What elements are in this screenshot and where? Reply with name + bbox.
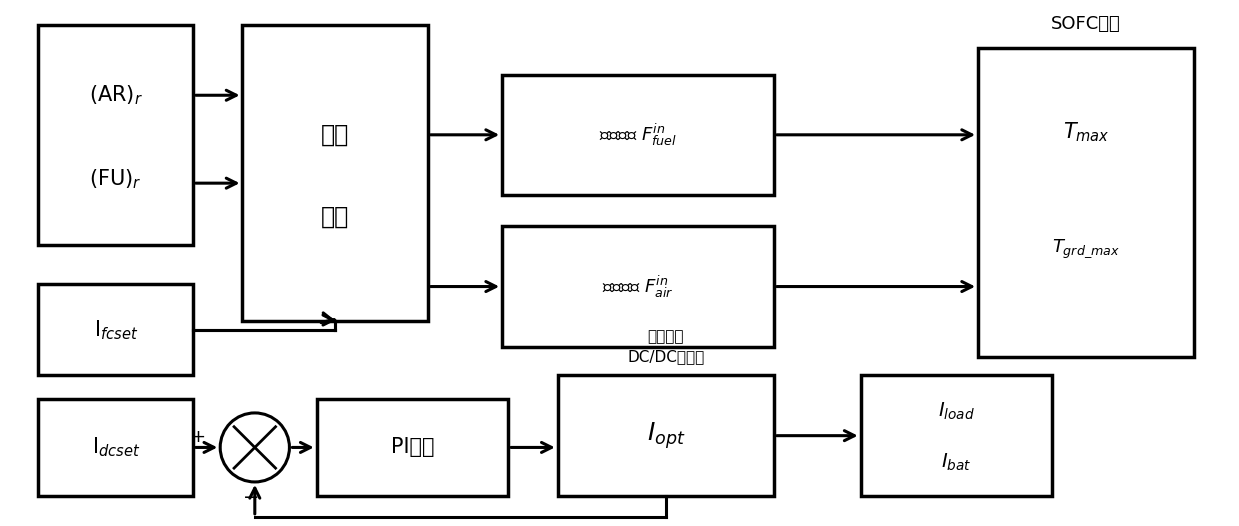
FancyBboxPatch shape <box>243 25 427 320</box>
Text: 前馈: 前馈 <box>321 123 349 146</box>
Text: $T_{max}$: $T_{max}$ <box>1063 120 1110 144</box>
FancyBboxPatch shape <box>38 399 193 496</box>
FancyBboxPatch shape <box>558 376 774 496</box>
Text: DC/DC变换器: DC/DC变换器 <box>627 349 705 364</box>
FancyBboxPatch shape <box>502 75 774 195</box>
Text: (FU)$_r$: (FU)$_r$ <box>89 167 142 190</box>
Text: 燃料供应 $F^{in}_{fuel}$: 燃料供应 $F^{in}_{fuel}$ <box>598 122 676 148</box>
FancyBboxPatch shape <box>317 399 508 496</box>
FancyBboxPatch shape <box>502 226 774 347</box>
Text: 可控升压: 可控升压 <box>648 329 684 344</box>
FancyBboxPatch shape <box>38 25 193 245</box>
Text: SOFC电堆: SOFC电堆 <box>1052 15 1121 33</box>
Text: −: − <box>243 488 259 507</box>
Text: $I_{opt}$: $I_{opt}$ <box>647 420 685 451</box>
Text: I$_{dcset}$: I$_{dcset}$ <box>92 436 140 459</box>
Text: I$_{fcset}$: I$_{fcset}$ <box>94 318 138 341</box>
FancyBboxPatch shape <box>978 48 1194 357</box>
Text: 控制: 控制 <box>321 205 349 229</box>
Text: $I_{load}$: $I_{load}$ <box>938 401 975 422</box>
Text: $T_{grd\_max}$: $T_{grd\_max}$ <box>1052 238 1120 260</box>
FancyBboxPatch shape <box>38 284 193 376</box>
Text: $I_{bat}$: $I_{bat}$ <box>942 451 971 473</box>
FancyBboxPatch shape <box>861 376 1052 496</box>
Text: PI控制: PI控制 <box>390 438 434 458</box>
Text: 空气供应 $F^{in}_{air}$: 空气供应 $F^{in}_{air}$ <box>602 274 674 300</box>
Text: (AR)$_r$: (AR)$_r$ <box>89 84 142 107</box>
Text: +: + <box>191 428 206 446</box>
